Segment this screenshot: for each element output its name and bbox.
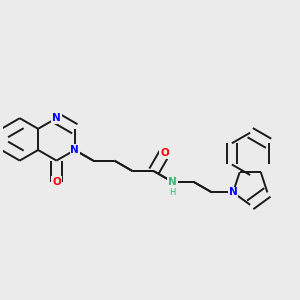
Text: N: N xyxy=(52,113,61,123)
Text: N: N xyxy=(168,177,177,187)
Text: H: H xyxy=(169,188,176,197)
Text: O: O xyxy=(160,148,169,158)
Text: N: N xyxy=(70,145,79,155)
Text: N: N xyxy=(229,188,237,197)
Text: O: O xyxy=(52,177,61,187)
